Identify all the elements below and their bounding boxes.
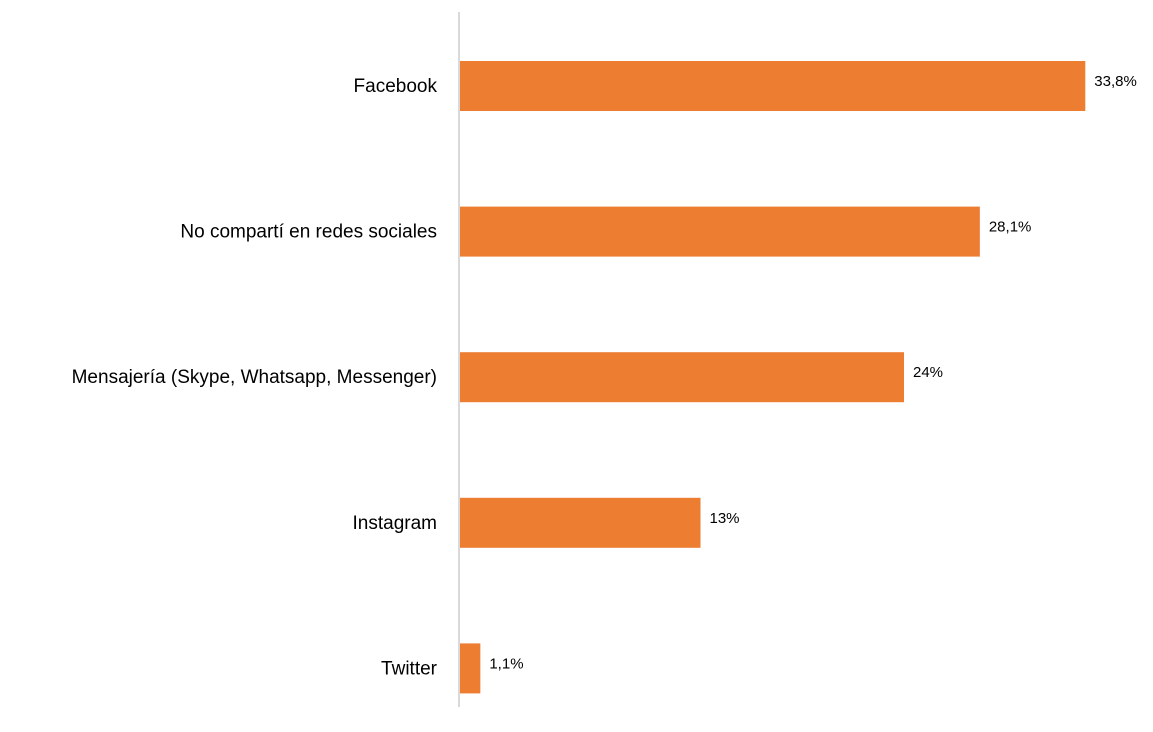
category-label: Twitter (381, 658, 438, 679)
category-label: Instagram (353, 513, 437, 534)
category-labels-group: Facebook No compartí en redes sociales Men… (72, 76, 438, 679)
value-label: 13% (710, 510, 740, 527)
bar (460, 206, 980, 257)
value-label: 33,8% (1094, 73, 1137, 90)
bars-group (460, 61, 1086, 694)
bar (460, 61, 1086, 111)
category-label: Mensajería (Skype, Whatsapp, Messenger) (72, 367, 437, 388)
value-label: 24% (913, 364, 943, 381)
value-label: 1,1% (489, 655, 523, 672)
category-label: No compartí en redes sociales (180, 222, 437, 243)
bar (460, 497, 701, 548)
value-label: 28,1% (989, 219, 1032, 236)
value-labels-group: 33,8% 28,1% 24% 13% 1,1% (489, 73, 1136, 672)
bar (460, 352, 904, 403)
category-label: Facebook (354, 76, 438, 97)
bar (460, 643, 481, 694)
